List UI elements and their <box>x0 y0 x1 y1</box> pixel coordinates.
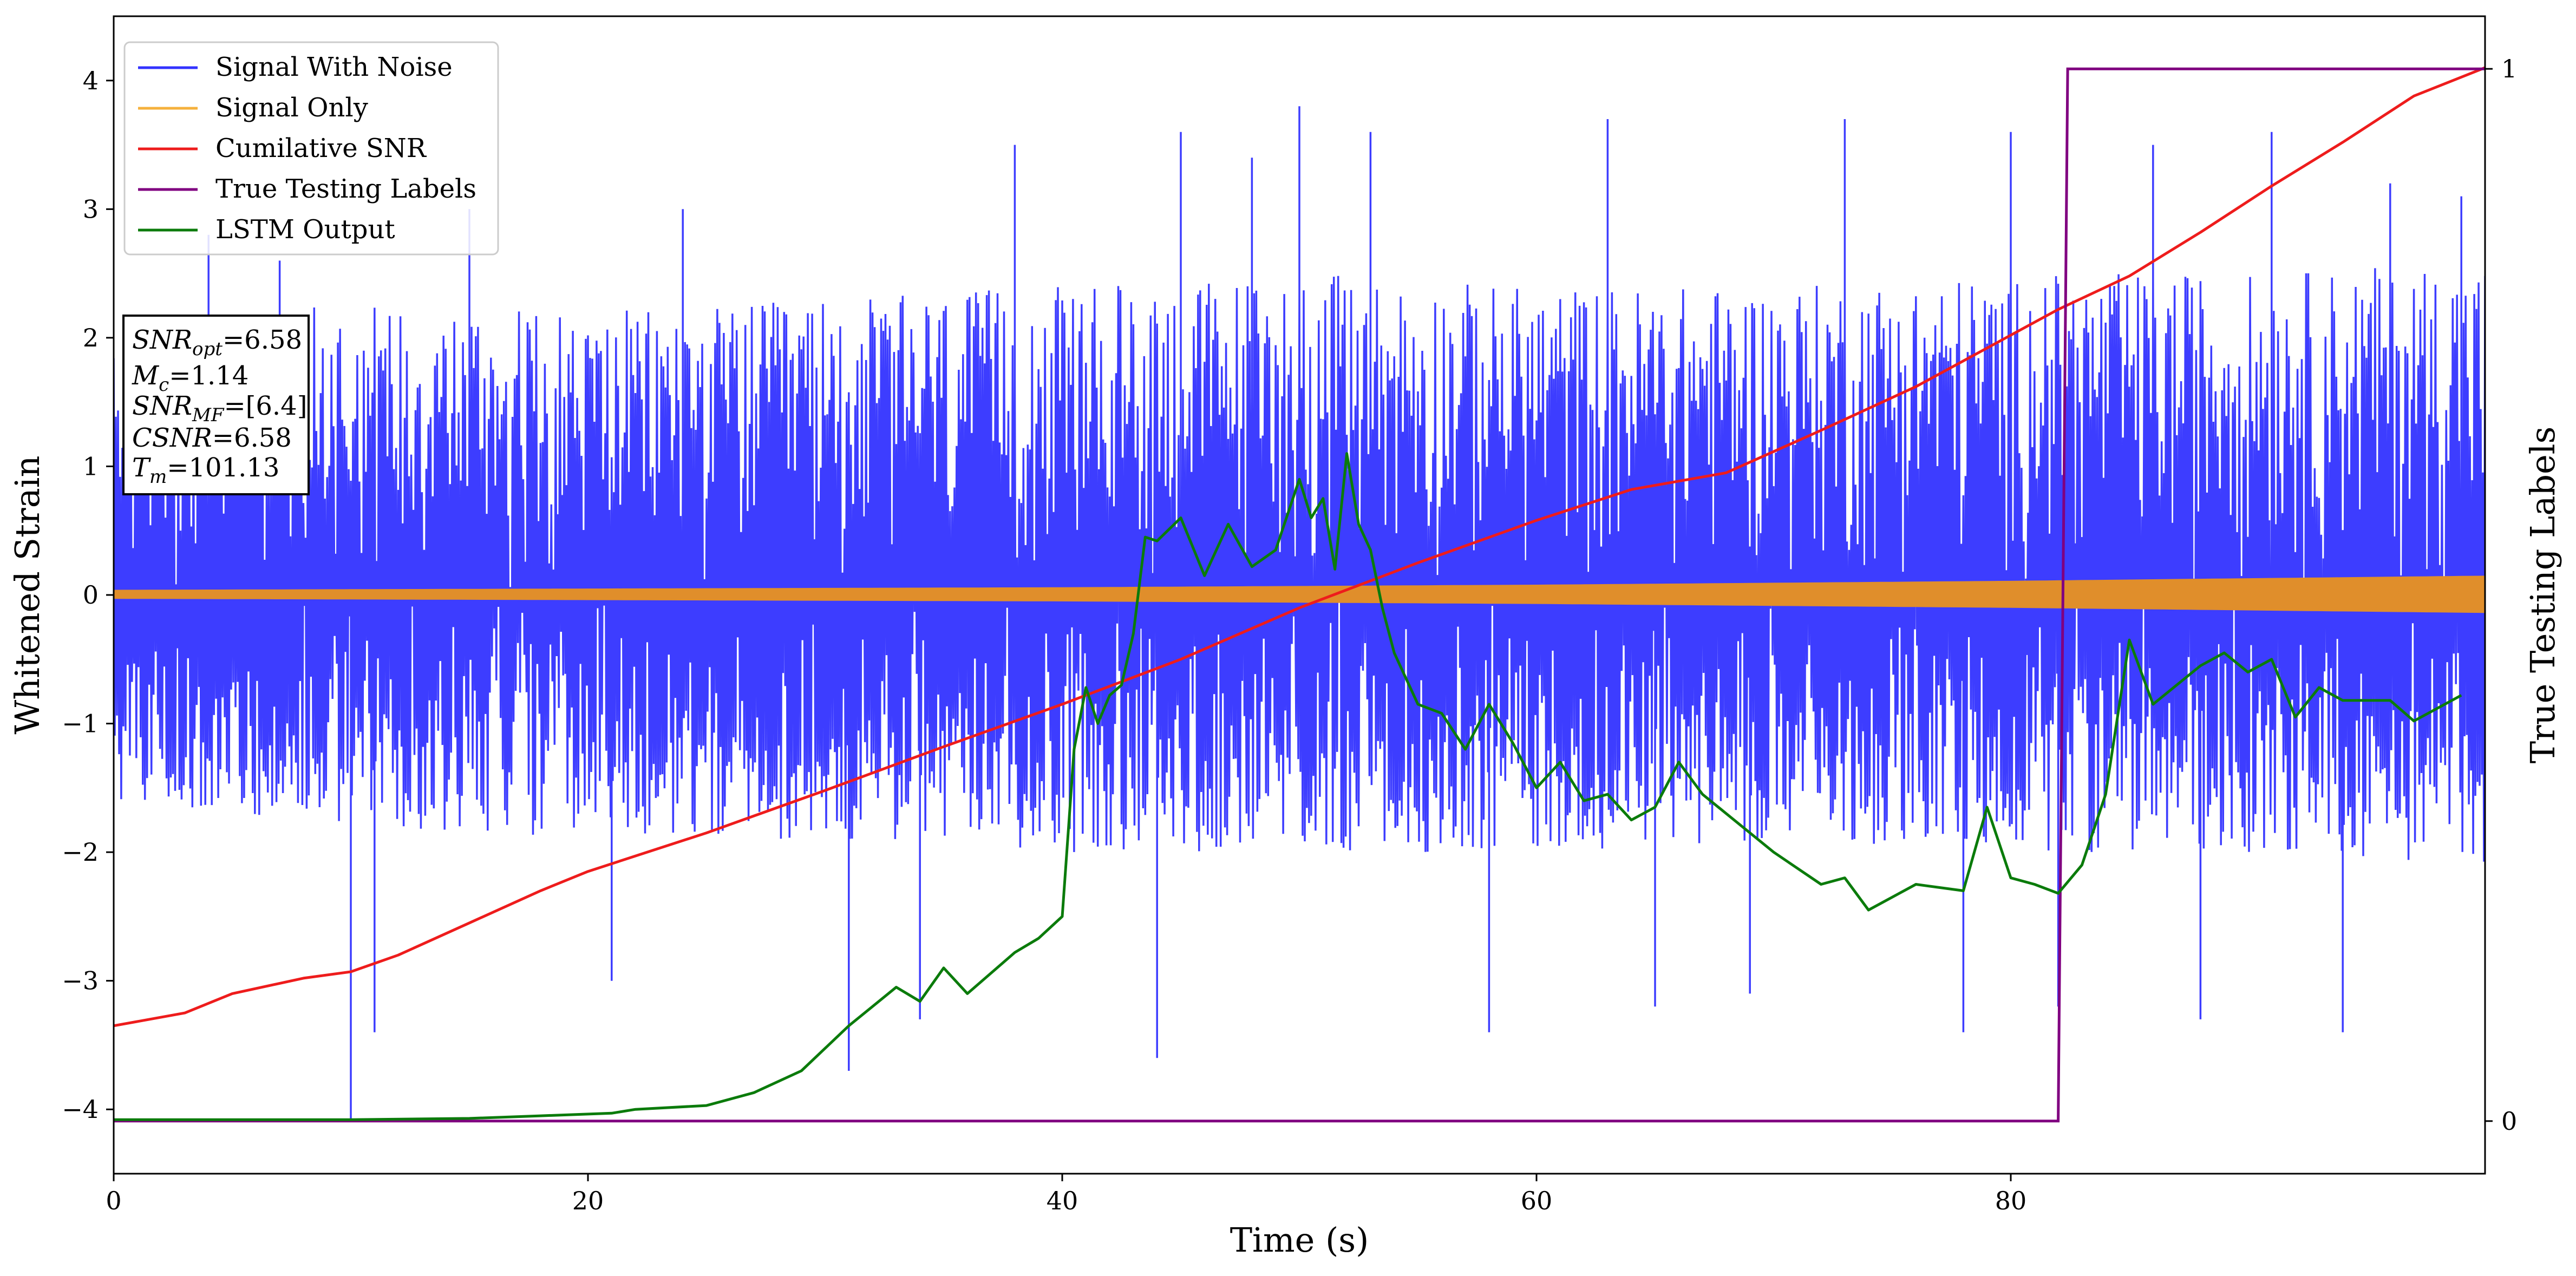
x-tick-label: 20 <box>572 1186 604 1215</box>
legend: Signal With Noise Signal Only Cumilative… <box>123 41 499 256</box>
annotation-line-tm: Tm=101.13 <box>132 453 279 488</box>
series-lstm-output <box>114 452 2462 1121</box>
legend-label-lstm-output: LSTM Output <box>215 214 395 245</box>
series-true-testing-labels <box>114 67 2485 1123</box>
annotation-line-mc: Mc=1.14 <box>132 361 249 396</box>
y-tick-label: 3 <box>83 194 99 224</box>
legend-label-signal-with-noise: Signal With Noise <box>215 52 453 82</box>
y-tick-label: 4 <box>83 66 99 95</box>
legend-frame <box>123 41 499 256</box>
x-tick-label: 0 <box>106 1186 121 1215</box>
annotation-line-snr-opt: SNRopt=6.58 <box>132 325 302 360</box>
y-tick-label: −1 <box>62 709 99 738</box>
y-axis-title: Whitened Strain <box>8 456 47 735</box>
y-tick-label: 2 <box>83 323 99 352</box>
x-tick-label: 80 <box>1995 1186 2027 1215</box>
annotation-box <box>122 315 310 495</box>
y2-axis-title: True Testing Labels <box>2523 427 2562 764</box>
y-tick-label: 1 <box>83 451 99 481</box>
parameter-annotation: SNRopt=6.58 Mc=1.14 SNRMF=[6.4] CSNR=6.5… <box>122 315 310 495</box>
y-tick-label: 0 <box>83 580 99 610</box>
y-tick-label: −2 <box>62 837 99 867</box>
y-tick-label: −4 <box>62 1095 99 1124</box>
y-tick-label: −3 <box>62 966 99 996</box>
annotation-line-snr-mf: SNRMF=[6.4] <box>132 391 307 426</box>
legend-label-true-testing-labels: True Testing Labels <box>215 174 476 204</box>
legend-label-cumilative-snr: Cumilative SNR <box>215 133 427 163</box>
y2-tick-label: 0 <box>2501 1107 2517 1136</box>
series-signal-with-noise <box>114 106 2485 1122</box>
series-layer <box>114 66 2485 1123</box>
annotation-line-csnr: CSNR=6.58 <box>132 423 292 453</box>
y2-tick-label: 1 <box>2501 54 2517 83</box>
x-tick-label: 60 <box>1521 1186 1553 1215</box>
legend-label-signal-only: Signal Only <box>215 93 368 123</box>
series-signal-only <box>114 575 2485 613</box>
series-cumilative-snr <box>114 66 2485 1028</box>
x-tick-label: 40 <box>1047 1186 1078 1215</box>
x-axis-title: Time (s) <box>1230 1220 1369 1260</box>
